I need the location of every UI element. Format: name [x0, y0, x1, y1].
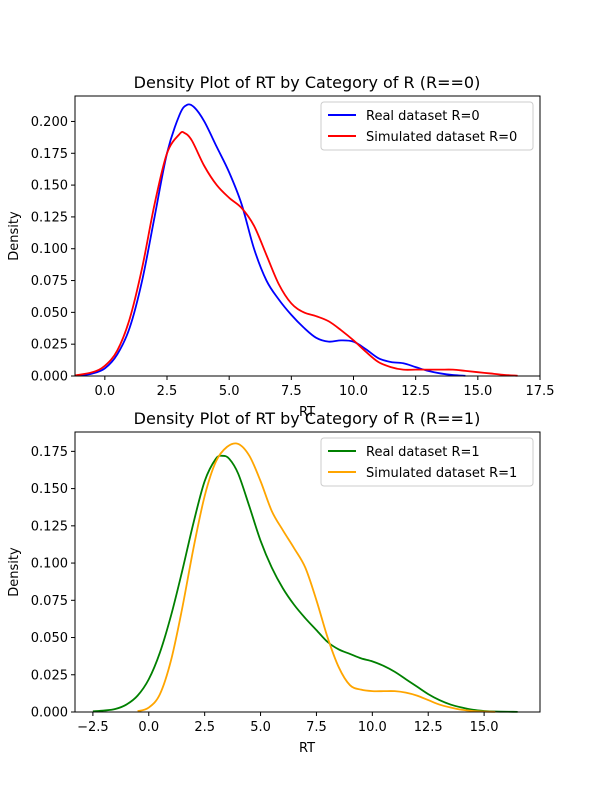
y-ticks: 0.000 0.025 0.050 0.075 0.100 0.125 0.150 0.175 [31, 445, 75, 721]
plot-title: Density Plot of RT by Category of R (R==… [134, 73, 481, 92]
series-line-real [79, 103, 466, 377]
y-tick-label: 0.175 [31, 147, 68, 162]
y-tick-label: 0.175 [31, 445, 68, 460]
x-tick-label: 0.0 [94, 384, 115, 399]
x-tick-label: 15.0 [470, 720, 499, 735]
y-tick-label: 0.075 [31, 274, 68, 289]
y-tick-label: 0.125 [31, 210, 68, 225]
y-tick-label: 0.100 [31, 242, 68, 257]
y-tick-label: 0.100 [31, 557, 68, 572]
series-line-real [92, 454, 518, 713]
x-tick-label: 12.5 [401, 384, 430, 399]
legend-label-real: Real dataset R=0 [366, 109, 480, 124]
series-lines [92, 442, 518, 713]
x-tick-label: 10.0 [358, 720, 387, 735]
x-ticks: 0.0 2.5 5.0 7.5 10.0 12.5 15.0 17.5 [94, 376, 554, 399]
y-tick-label: 0.050 [31, 631, 68, 646]
y-tick-label: 0.150 [31, 179, 68, 194]
legend-box [320, 437, 534, 487]
x-axis-label: RT [299, 405, 315, 420]
y-axis-label: Density [7, 547, 22, 597]
x-tick-label: 17.5 [526, 384, 555, 399]
x-tick-label: 5.0 [219, 384, 240, 399]
x-tick-label: 12.5 [414, 720, 443, 735]
x-tick-label: −2.5 [77, 720, 109, 735]
legend-label-real: Real dataset R=1 [366, 445, 480, 460]
series-lines [74, 103, 518, 377]
y-tick-label: 0.125 [31, 519, 68, 534]
y-tick-label: 0.150 [31, 482, 68, 497]
x-tick-label: 10.0 [339, 384, 368, 399]
y-tick-label: 0.000 [31, 706, 68, 721]
y-tick-label: 0.000 [31, 370, 68, 385]
x-tick-label: 2.5 [194, 720, 215, 735]
x-tick-label: 7.5 [281, 384, 302, 399]
axes-frame [74, 431, 541, 713]
legend-box [320, 101, 534, 151]
y-tick-label: 0.200 [31, 115, 68, 130]
axes-frame [74, 95, 541, 377]
series-line-simulated [74, 130, 518, 377]
density-plot-r0: Density Plot of RT by Category of R (R==… [7, 73, 554, 420]
y-tick-label: 0.075 [31, 594, 68, 609]
x-ticks: −2.5 0.0 2.5 5.0 7.5 10.0 12.5 15.0 [77, 712, 499, 735]
y-tick-label: 0.050 [31, 306, 68, 321]
legend: Real dataset R=0 Simulated dataset R=0 [320, 101, 534, 151]
x-tick-label: 15.0 [463, 384, 492, 399]
y-axis-label: Density [7, 211, 22, 261]
series-line-simulated [137, 442, 496, 713]
y-tick-label: 0.025 [31, 668, 68, 683]
legend: Real dataset R=1 Simulated dataset R=1 [320, 437, 534, 487]
x-tick-label: 2.5 [157, 384, 178, 399]
y-tick-label: 0.025 [31, 338, 68, 353]
x-tick-label: 7.5 [306, 720, 327, 735]
y-ticks: 0.000 0.025 0.050 0.075 0.100 0.125 0.150 0.175… [31, 115, 75, 385]
x-tick-label: 5.0 [250, 720, 271, 735]
x-axis-label: RT [299, 741, 315, 756]
legend-label-simulated: Simulated dataset R=1 [366, 466, 517, 481]
plot-title: Density Plot of RT by Category of R (R==… [134, 409, 481, 428]
legend-label-simulated: Simulated dataset R=0 [366, 130, 517, 145]
x-tick-label: 0.0 [138, 720, 159, 735]
density-plot-r1: Density Plot of RT by Category of R (R==… [7, 409, 541, 756]
